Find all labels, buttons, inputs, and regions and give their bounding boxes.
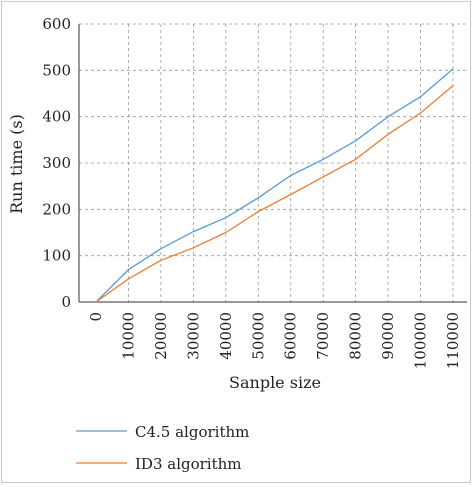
x-tick-label: 110000 — [444, 312, 462, 369]
x-axis-title: Sanple size — [229, 373, 321, 392]
series-lines — [95, 68, 454, 303]
y-tick-label: 100 — [42, 247, 71, 265]
grid-lines — [79, 23, 467, 302]
y-tick-label: 500 — [42, 61, 71, 79]
x-tick-label: 10000 — [119, 312, 137, 360]
x-tick-label: 60000 — [282, 312, 300, 360]
x-tick-label: 80000 — [347, 312, 365, 360]
legend: C4.5 algorithm ID3 algorithm — [76, 423, 249, 473]
x-tick-label: 0 — [87, 312, 105, 322]
x-axis-tick-labels: 0 10000 20000 30000 40000 50000 60000 70000 8000… — [87, 312, 462, 369]
y-tick-label: 200 — [42, 200, 71, 218]
y-tick-label: 400 — [42, 108, 71, 126]
x-tick-label: 100000 — [412, 312, 430, 369]
x-tick-label: 90000 — [379, 312, 397, 360]
legend-label-c45: C4.5 algorithm — [135, 423, 249, 441]
legend-label-id3: ID3 algorithm — [135, 455, 242, 473]
x-tick-label: 40000 — [217, 312, 235, 360]
series-line-c45 — [95, 68, 454, 303]
y-tick-label: 0 — [61, 293, 71, 311]
axes — [78, 24, 467, 303]
y-tick-label: 600 — [42, 15, 71, 33]
x-tick-label: 70000 — [314, 312, 332, 360]
x-tick-label: 50000 — [249, 312, 267, 360]
y-axis-title: Run time (s) — [7, 114, 26, 214]
y-tick-label: 300 — [42, 154, 71, 172]
series-line-id3 — [95, 85, 454, 303]
x-tick-label: 20000 — [152, 312, 170, 360]
y-axis-tick-labels: 0 100 200 300 400 500 600 — [42, 15, 71, 311]
x-tick-label: 30000 — [184, 312, 202, 360]
